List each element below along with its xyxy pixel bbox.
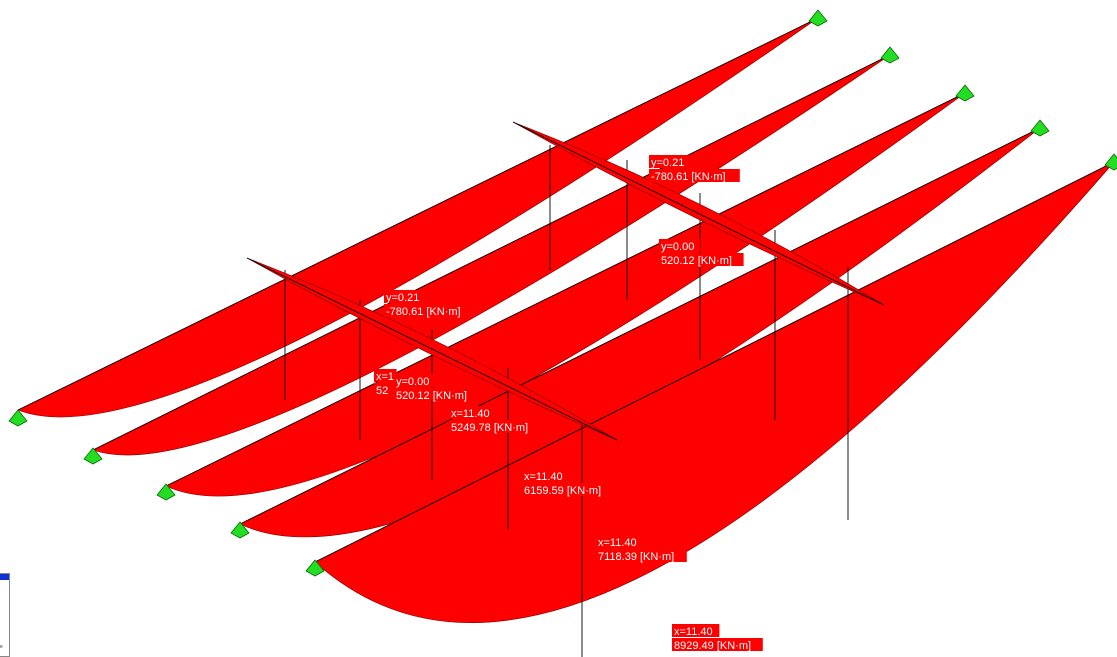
label-background (394, 374, 436, 387)
moment-label-text: 7118.39 [KN·m] (598, 551, 674, 563)
moment-label-text: y=0.00 (661, 241, 694, 253)
moment-label-text: y=0.21 (386, 292, 419, 304)
moment-label-text: y=0.00 (396, 376, 429, 388)
label-background (384, 290, 426, 303)
label-background (649, 169, 740, 182)
moment-label-text: 52 (376, 385, 388, 397)
moment-label-text: -780.61 [KN·m] (386, 306, 461, 318)
moment-label-text: 520.12 [KN·m] (661, 255, 732, 267)
moment-label-girder-2-moment-partial: x=152 (374, 369, 397, 397)
support-icon (8, 409, 28, 427)
label-background (384, 304, 475, 317)
label-background (374, 383, 391, 396)
moment-label-girder-4-moment: x=11.40 6159.59 [KN·m] (522, 469, 613, 497)
support-icon (1030, 119, 1050, 137)
moment-label-cross-2-mid-moment: y=0.00 520.12 [KN·m] (394, 374, 479, 402)
moment-label-text: 5249.78 [KN·m] (451, 422, 528, 434)
cross-beam-1-axis (512, 121, 885, 306)
girder-4-axis (239, 127, 1041, 525)
moment-label-girder-5-moment: x=11.40 7118.39 [KN·m] (596, 535, 687, 563)
support-icon (808, 9, 828, 27)
girder-1-moment-area (17, 17, 819, 418)
legend-caption: e (0, 644, 3, 650)
moment-label-text: 520.12 [KN·m] (396, 390, 467, 402)
girder-6-moment-area (314, 161, 1115, 623)
girder-2-axis (92, 54, 891, 451)
legend-header-bar (0, 574, 9, 580)
moment-label-text: x=11.40 (674, 626, 713, 638)
label-background (522, 469, 570, 482)
moment-label-text: -780.61 [KN·m] (651, 171, 726, 183)
label-background (672, 624, 720, 637)
label-background (522, 483, 613, 496)
moment-label-text: 8929.49 [KN·m] (674, 640, 751, 652)
moment-label-girder-6-moment: x=11.40 8929.49 [KN·m] (672, 624, 763, 652)
label-background (649, 155, 691, 168)
moment-label-text: x=11.40 (451, 408, 490, 420)
label-background (659, 253, 744, 266)
label-background (596, 535, 644, 548)
moment-label-cross-1-mid-moment: y=0.00 520.12 [KN·m] (659, 239, 744, 267)
moment-label-text: y=0.21 (651, 157, 684, 169)
moment-label-cross-2-end-moment: y=0.21 -780.61 [KN·m] (384, 290, 475, 318)
girder-1-axis (17, 17, 819, 411)
moment-label-text: x=11.40 (598, 537, 637, 549)
label-background (596, 549, 687, 562)
support-icon (305, 559, 325, 577)
support-icon (1104, 153, 1117, 171)
support-icon (83, 447, 103, 465)
moment-label-cross-1-end-moment: y=0.21 -780.61 [KN·m] (649, 155, 740, 183)
label-background (659, 239, 701, 252)
moment-label-text: x=1 (376, 371, 394, 383)
support-icon (880, 46, 900, 64)
support-icon (156, 483, 176, 501)
label-background (672, 638, 763, 651)
label-background (449, 420, 540, 433)
cross-beam-2-axis (246, 257, 618, 441)
girder-3-axis (165, 92, 966, 487)
support-icon (230, 521, 250, 539)
label-background (394, 388, 479, 401)
label-background (374, 369, 397, 382)
moment-label-girder-3-moment: x=11.40 5249.78 [KN·m] (449, 406, 540, 434)
girder-5-axis (314, 161, 1115, 563)
support-icon (955, 84, 975, 102)
label-background (449, 406, 497, 419)
moment-label-text: 6159.59 [KN·m] (524, 485, 601, 497)
legend-panel: e (0, 573, 10, 657)
moment-label-text: x=11.40 (524, 471, 563, 483)
